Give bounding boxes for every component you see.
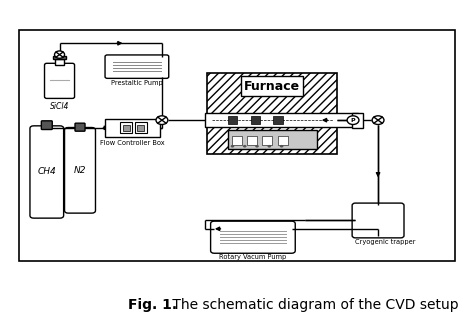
Circle shape — [156, 116, 168, 124]
Bar — [205, 113, 357, 127]
Bar — [228, 130, 317, 149]
Circle shape — [280, 145, 283, 148]
Text: Rotary Vacum Pump: Rotary Vacum Pump — [219, 254, 287, 260]
FancyBboxPatch shape — [210, 221, 295, 253]
Bar — [105, 119, 160, 137]
Bar — [18, 30, 456, 261]
Text: Fig. 1.: Fig. 1. — [128, 298, 177, 312]
Bar — [53, 56, 66, 59]
Bar — [273, 116, 283, 124]
Bar — [251, 116, 260, 124]
Circle shape — [267, 145, 271, 148]
FancyBboxPatch shape — [45, 63, 74, 99]
Circle shape — [55, 51, 64, 58]
FancyBboxPatch shape — [41, 121, 52, 130]
Text: Prestaltic Pump: Prestaltic Pump — [111, 80, 163, 86]
Bar — [247, 136, 257, 145]
Bar — [278, 136, 288, 145]
Text: N2: N2 — [74, 166, 86, 175]
Text: Flow Controller Box: Flow Controller Box — [100, 140, 164, 146]
Text: Cryogenic trapper: Cryogenic trapper — [355, 239, 415, 245]
Bar — [208, 73, 337, 154]
Bar — [228, 116, 237, 124]
Circle shape — [243, 145, 246, 148]
Text: P: P — [351, 118, 356, 123]
Circle shape — [255, 145, 259, 148]
Bar — [352, 113, 363, 128]
Text: CH4: CH4 — [37, 168, 56, 176]
Circle shape — [231, 145, 234, 148]
FancyBboxPatch shape — [75, 123, 85, 131]
Text: SiCl4: SiCl4 — [50, 102, 69, 111]
Bar — [135, 122, 147, 133]
Text: Furnace: Furnace — [244, 79, 301, 93]
FancyBboxPatch shape — [30, 126, 64, 218]
FancyBboxPatch shape — [105, 55, 169, 78]
Bar — [120, 122, 132, 133]
Bar — [263, 136, 273, 145]
FancyBboxPatch shape — [64, 128, 95, 213]
Bar — [137, 125, 144, 131]
Bar — [231, 136, 242, 145]
Circle shape — [347, 116, 359, 124]
Bar — [55, 59, 64, 65]
Circle shape — [372, 116, 384, 124]
Text: The schematic diagram of the CVD setup: The schematic diagram of the CVD setup — [168, 298, 459, 312]
Bar — [123, 125, 129, 131]
FancyBboxPatch shape — [352, 203, 404, 238]
